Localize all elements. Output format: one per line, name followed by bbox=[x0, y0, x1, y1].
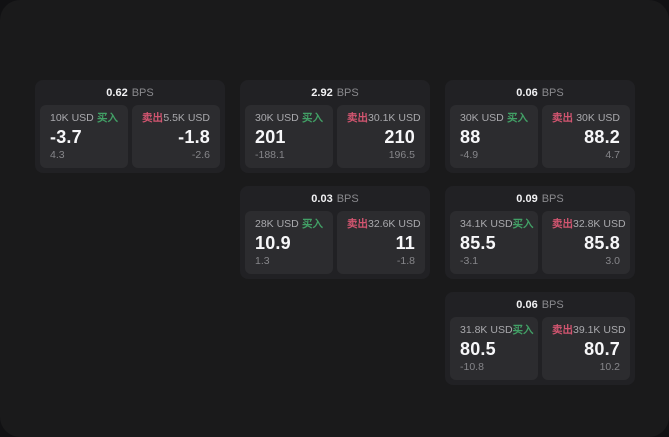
buy-size: 31.8K USD bbox=[460, 324, 513, 336]
sell-quote-cell[interactable]: 卖出 32.8K USD 85.8 3.0 bbox=[542, 211, 630, 274]
spread-header: 0.03 BPS bbox=[245, 191, 425, 208]
sell-price: 11 bbox=[395, 233, 415, 253]
sell-size: 32.6K USD bbox=[368, 218, 421, 230]
quote-card: 0.06 BPS 30K USD 买入 88 -4.9 卖出 30K USD bbox=[445, 80, 635, 173]
spread-header: 0.06 BPS bbox=[450, 297, 630, 314]
buy-size: 28K USD bbox=[255, 218, 299, 230]
buy-delta: -3.1 bbox=[460, 255, 479, 267]
sell-quote-cell[interactable]: 卖出 32.6K USD 11 -1.8 bbox=[337, 211, 425, 274]
buy-price: 88 bbox=[460, 127, 481, 147]
buy-price: -3.7 bbox=[50, 127, 82, 147]
buy-delta: -188.1 bbox=[255, 149, 285, 161]
buy-side-label: 买入 bbox=[302, 218, 323, 230]
buy-quote-cell[interactable]: 28K USD 买入 10.9 1.3 bbox=[245, 211, 333, 274]
buy-delta: 1.3 bbox=[255, 255, 270, 267]
buy-side-label: 买入 bbox=[302, 112, 323, 124]
quote-card-grid: 0.62 BPS 10K USD 买入 -3.7 4.3 卖出 5.5K USD bbox=[35, 80, 635, 385]
quote-card: 0.03 BPS 28K USD 买入 10.9 1.3 卖出 32.6K US… bbox=[240, 186, 430, 279]
spread-unit-label: BPS bbox=[541, 193, 564, 205]
sell-size: 30.1K USD bbox=[368, 112, 421, 124]
quote-cells: 30K USD 买入 201 -188.1 卖出 30.1K USD 210 1… bbox=[245, 105, 425, 168]
buy-price: 201 bbox=[255, 127, 286, 147]
sell-side-label: 卖出 bbox=[552, 112, 573, 124]
spread-unit-label: BPS bbox=[541, 87, 564, 99]
sell-price: 80.7 bbox=[584, 339, 620, 359]
spread-header: 0.09 BPS bbox=[450, 191, 630, 208]
buy-quote-cell[interactable]: 34.1K USD 买入 85.5 -3.1 bbox=[450, 211, 538, 274]
buy-price: 85.5 bbox=[460, 233, 496, 253]
sell-side-label: 卖出 bbox=[142, 112, 163, 124]
buy-side-label: 买入 bbox=[512, 324, 534, 336]
spread-value: 0.06 bbox=[516, 299, 538, 311]
buy-quote-cell[interactable]: 30K USD 买入 88 -4.9 bbox=[450, 105, 538, 168]
sell-delta: 3.0 bbox=[605, 255, 620, 267]
buy-quote-cell[interactable]: 10K USD 买入 -3.7 4.3 bbox=[40, 105, 128, 168]
spread-unit-label: BPS bbox=[336, 193, 359, 205]
buy-size: 10K USD bbox=[50, 112, 94, 124]
buy-side-label: 买入 bbox=[507, 112, 528, 124]
sell-quote-cell[interactable]: 卖出 30.1K USD 210 196.5 bbox=[337, 105, 425, 168]
sell-price: 210 bbox=[384, 127, 415, 147]
spread-unit-label: BPS bbox=[541, 299, 564, 311]
spread-value: 2.92 bbox=[311, 87, 333, 99]
buy-size: 34.1K USD bbox=[460, 218, 513, 230]
buy-side-label: 买入 bbox=[97, 112, 118, 124]
quote-card: 0.62 BPS 10K USD 买入 -3.7 4.3 卖出 5.5K USD bbox=[35, 80, 225, 173]
quote-cells: 31.8K USD 买入 80.5 -10.8 卖出 39.1K USD 80.… bbox=[450, 317, 630, 380]
spread-unit-label: BPS bbox=[131, 87, 154, 99]
sell-delta: -1.8 bbox=[396, 255, 415, 267]
spread-value: 0.06 bbox=[516, 87, 538, 99]
quote-card: 0.09 BPS 34.1K USD 买入 85.5 -3.1 卖出 32.8K… bbox=[445, 186, 635, 279]
sell-delta: 4.7 bbox=[605, 149, 620, 161]
buy-delta: -4.9 bbox=[460, 149, 479, 161]
sell-quote-cell[interactable]: 卖出 30K USD 88.2 4.7 bbox=[542, 105, 630, 168]
buy-size: 30K USD bbox=[460, 112, 504, 124]
quote-cells: 10K USD 买入 -3.7 4.3 卖出 5.5K USD -1.8 -2.… bbox=[40, 105, 220, 168]
sell-side-label: 卖出 bbox=[552, 218, 573, 230]
spread-value: 0.09 bbox=[516, 193, 538, 205]
sell-quote-cell[interactable]: 卖出 5.5K USD -1.8 -2.6 bbox=[132, 105, 220, 168]
quote-cells: 34.1K USD 买入 85.5 -3.1 卖出 32.8K USD 85.8… bbox=[450, 211, 630, 274]
sell-price: 88.2 bbox=[584, 127, 620, 147]
sell-price: -1.8 bbox=[178, 127, 210, 147]
sell-delta: -2.6 bbox=[191, 149, 210, 161]
quote-cells: 30K USD 买入 88 -4.9 卖出 30K USD 88.2 4.7 bbox=[450, 105, 630, 168]
sell-size: 30K USD bbox=[576, 112, 620, 124]
quote-card: 0.06 BPS 31.8K USD 买入 80.5 -10.8 卖出 39.1… bbox=[445, 292, 635, 385]
spread-value: 0.62 bbox=[106, 87, 128, 99]
sell-size: 32.8K USD bbox=[573, 218, 626, 230]
sell-side-label: 卖出 bbox=[347, 112, 368, 124]
buy-price: 10.9 bbox=[255, 233, 291, 253]
sell-size: 5.5K USD bbox=[163, 112, 210, 124]
sell-side-label: 卖出 bbox=[347, 218, 368, 230]
quote-cells: 28K USD 买入 10.9 1.3 卖出 32.6K USD 11 -1.8 bbox=[245, 211, 425, 274]
sell-side-label: 卖出 bbox=[552, 324, 573, 336]
sell-delta: 196.5 bbox=[388, 149, 415, 161]
spread-header: 0.06 BPS bbox=[450, 85, 630, 102]
sell-size: 39.1K USD bbox=[573, 324, 626, 336]
spread-header: 2.92 BPS bbox=[245, 85, 425, 102]
buy-price: 80.5 bbox=[460, 339, 496, 359]
buy-delta: 4.3 bbox=[50, 149, 65, 161]
buy-delta: -10.8 bbox=[460, 361, 484, 373]
spread-unit-label: BPS bbox=[336, 87, 359, 99]
buy-size: 30K USD bbox=[255, 112, 299, 124]
sell-delta: 10.2 bbox=[599, 361, 620, 373]
buy-side-label: 买入 bbox=[512, 218, 534, 230]
spread-value: 0.03 bbox=[311, 193, 333, 205]
quote-card: 2.92 BPS 30K USD 买入 201 -188.1 卖出 30.1K … bbox=[240, 80, 430, 173]
buy-quote-cell[interactable]: 31.8K USD 买入 80.5 -10.8 bbox=[450, 317, 538, 380]
sell-quote-cell[interactable]: 卖出 39.1K USD 80.7 10.2 bbox=[542, 317, 630, 380]
spread-header: 0.62 BPS bbox=[40, 85, 220, 102]
buy-quote-cell[interactable]: 30K USD 买入 201 -188.1 bbox=[245, 105, 333, 168]
sell-price: 85.8 bbox=[584, 233, 620, 253]
